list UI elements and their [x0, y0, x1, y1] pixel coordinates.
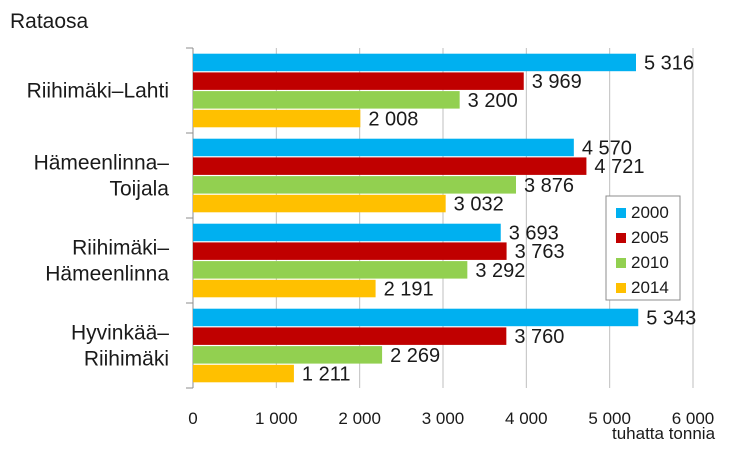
legend-swatch-2014: [616, 283, 626, 293]
x-tick-label: 6 000: [672, 409, 715, 428]
bar-2010[interactable]: [193, 176, 516, 194]
legend-box: [605, 195, 681, 301]
bar-2014[interactable]: [193, 194, 446, 213]
bar-2010[interactable]: [193, 261, 468, 279]
data-label-2014: 2 191: [384, 279, 434, 301]
bar-2000[interactable]: [193, 223, 501, 242]
category-label: Hämeenlinna–: [34, 152, 170, 175]
bar-2014[interactable]: [193, 364, 294, 383]
category-label: Riihimäki–: [72, 237, 169, 260]
legend-label-2005: 2005: [631, 228, 669, 247]
x-tick-label: 1 000: [255, 409, 298, 428]
legend-swatch-2010: [616, 258, 626, 268]
data-label-2014: 3 032: [454, 194, 504, 216]
bar-2000[interactable]: [193, 53, 636, 72]
bar-2010[interactable]: [193, 91, 460, 109]
data-label-2000: 3 693: [509, 222, 559, 244]
legend-label-2000: 2000: [631, 203, 669, 222]
legend-label-2010: 2010: [631, 253, 669, 272]
data-label-2005: 3 760: [514, 326, 564, 348]
data-label-2010: 3 292: [475, 260, 525, 282]
bar-2005[interactable]: [193, 327, 507, 345]
legend-swatch-2005: [616, 233, 626, 243]
legend-swatch-2000: [616, 208, 626, 218]
data-label-2014: 1 211: [302, 364, 351, 386]
x-tick-label: 3 000: [422, 409, 465, 428]
x-tick-label: 4 000: [505, 409, 548, 428]
bar-2005[interactable]: [193, 242, 507, 260]
bar-2000[interactable]: [193, 308, 639, 327]
data-label-2010: 2 269: [390, 345, 440, 367]
data-label-2000: 4 570: [582, 137, 632, 159]
data-label-2000: 5 316: [644, 52, 694, 74]
data-label-2010: 3 876: [524, 175, 574, 197]
bar-2005[interactable]: [193, 157, 587, 175]
category-label: Riihimäki–Lahti: [27, 80, 169, 103]
bar-2010[interactable]: [193, 346, 383, 364]
category-label: Riihimäki: [84, 348, 169, 371]
data-label-2005: 3 763: [515, 241, 565, 263]
bar-2000[interactable]: [193, 138, 574, 157]
data-label-2000: 5 343: [646, 307, 696, 329]
bar-2005[interactable]: [193, 72, 524, 90]
x-tick-label: 2 000: [338, 409, 381, 428]
bar-2014[interactable]: [193, 279, 376, 298]
x-axis-unit-label: tuhatta tonnia: [612, 424, 716, 443]
data-label-2005: 4 721: [594, 156, 644, 178]
category-label: Hämeenlinna: [45, 263, 169, 286]
bar-2014[interactable]: [193, 109, 361, 128]
x-tick-label: 0: [188, 409, 197, 428]
chart-title: Rataosa: [10, 10, 89, 33]
category-label: Hyvinkää–: [71, 322, 169, 345]
legend-label-2014: 2014: [631, 278, 669, 297]
category-label: Toijala: [109, 178, 169, 201]
data-label-2005: 3 969: [532, 71, 582, 93]
data-label-2014: 2 008: [368, 109, 418, 131]
x-tick-label: 5 000: [588, 409, 631, 428]
data-label-2010: 3 200: [468, 90, 518, 112]
